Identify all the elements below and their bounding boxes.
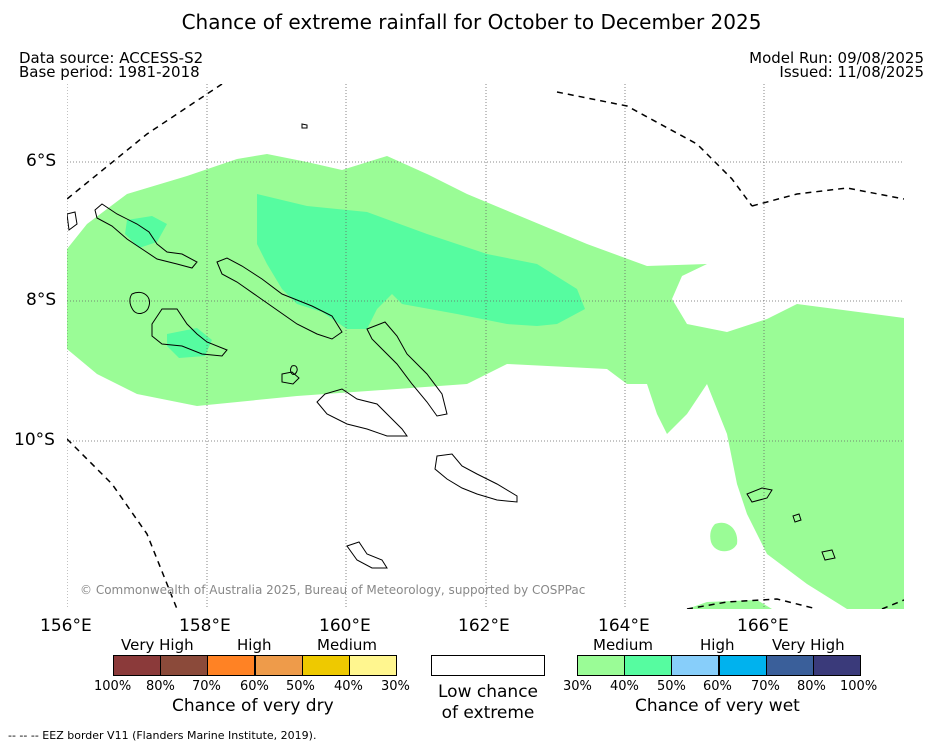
dry-swatch-1 [113,655,162,676]
medium-wet-region [67,154,904,609]
lat-label-8s: 8°S [26,290,57,310]
wet-swatch-1 [577,655,626,676]
dry-tick-30: 30% [381,679,410,694]
wet-header-high: High [700,636,735,654]
dry-header-medium: Medium [317,636,377,654]
wet-tick-50: 50% [657,679,686,694]
dry-tick-100: 100% [94,679,132,694]
low-chance-caption-line2: of extreme [441,703,535,723]
dry-swatch-2 [160,655,209,676]
dry-tick-70: 70% [192,679,221,694]
copyright-notice: © Commonwealth of Australia 2025, Bureau… [80,583,586,597]
map-canvas [67,84,904,609]
lon-label-162e: 162°E [458,616,510,636]
dry-swatch-4 [254,655,303,676]
eez-border-note: -- -- -- EEZ border V11 (Flanders Marine… [8,729,317,742]
medium-wet-patch [710,522,738,552]
lon-label-158e: 158°E [179,616,231,636]
lon-label-166e: 166°E [737,616,789,636]
wet-swatch-6 [812,655,861,676]
dry-swatch-5 [301,655,350,676]
rainfall-map [67,84,904,609]
wet-tick-60: 60% [703,679,732,694]
dry-header-high: High [237,636,272,654]
wet-swatch-5 [765,655,814,676]
wet-tick-30: 30% [563,679,592,694]
issued-label: Issued: 11/08/2025 [779,63,924,81]
base-period-label: Base period: 1981-2018 [19,63,200,81]
lon-label-164e: 164°E [598,616,650,636]
high-wet-patch [167,328,212,358]
medium-wet-patch [687,600,772,609]
wet-header-very-high: Very High [772,636,845,654]
eez-borders [67,84,904,609]
wet-swatch-2 [624,655,673,676]
dry-caption: Chance of very dry [172,696,334,716]
wet-tick-100: 100% [840,679,878,694]
wet-swatch-4 [718,655,767,676]
data-source-label: Data source: ACCESS-S2 [19,49,204,67]
dry-swatch-6 [348,655,397,676]
lat-label-6s: 6°S [26,151,57,171]
dry-tick-60: 60% [240,679,269,694]
wet-tick-40: 40% [610,679,639,694]
lon-label-156e: 156°E [40,616,92,636]
dry-header-very-high: Very High [121,636,194,654]
wet-swatch-3 [671,655,720,676]
wet-tick-80: 80% [797,679,826,694]
lat-label-10s: 10°S [14,430,55,450]
wet-header-medium: Medium [593,636,653,654]
wet-caption: Chance of very wet [635,696,800,716]
dry-tick-50: 50% [286,679,315,694]
high-wet-region [257,194,585,329]
map-title: Chance of extreme rainfall for October t… [181,10,762,34]
lon-gridlines [67,84,765,609]
dry-tick-40: 40% [334,679,363,694]
high-wet-patch [125,216,167,248]
wet-tick-70: 70% [751,679,780,694]
low-chance-swatch [431,655,545,676]
dry-swatch-3 [207,655,256,676]
lon-label-160e: 160°E [319,616,371,636]
model-run-label: Model Run: 09/08/2025 [749,49,924,67]
low-chance-caption-line1: Low chance [438,682,538,702]
island-outlines [67,123,836,569]
dry-tick-80: 80% [146,679,175,694]
